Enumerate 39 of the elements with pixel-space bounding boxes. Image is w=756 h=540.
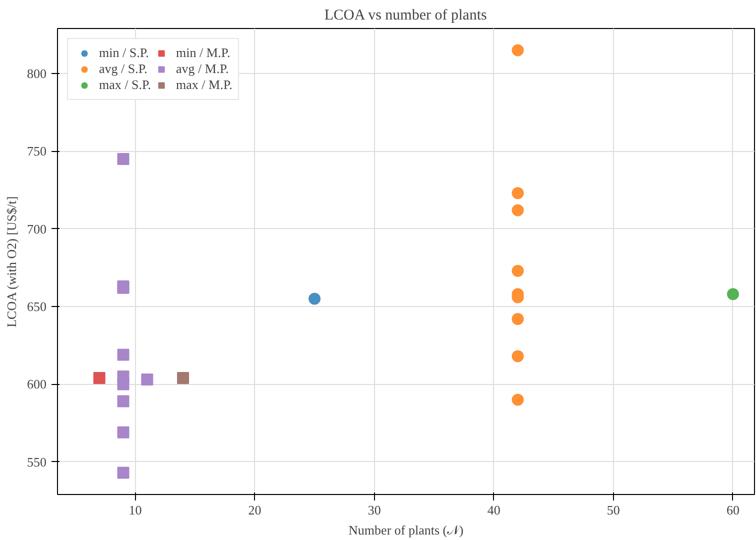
point: [726, 288, 739, 300]
point: [117, 348, 130, 361]
point: [93, 372, 106, 384]
point: [177, 372, 190, 384]
y-tick-label: 600: [27, 376, 46, 392]
point: [512, 44, 524, 56]
point: [117, 152, 130, 165]
point: [117, 378, 130, 390]
point: [512, 187, 524, 200]
x-tick-label: 60: [726, 502, 740, 518]
y-tick-label: 800: [27, 66, 46, 82]
y-tick-label: 750: [27, 144, 46, 159]
legend-label: min / M.P.: [176, 45, 230, 61]
x-tick-label: 50: [606, 502, 620, 518]
chart-title: LCOA vs number of plants: [324, 8, 487, 24]
x-tick-label: 20: [248, 502, 262, 518]
x-tick-label: 40: [487, 502, 500, 518]
y-tick-label: 700: [27, 221, 46, 236]
y-tick-label: 650: [27, 299, 46, 314]
point: [512, 312, 524, 325]
legend-label: max / S.P.: [99, 77, 152, 93]
legend-label: min / S.P.: [99, 45, 149, 61]
legend-label: avg / M.P.: [176, 61, 229, 77]
legend-label: avg / S.P.: [99, 61, 148, 77]
point: [117, 395, 130, 408]
x-tick-label: 30: [368, 502, 381, 518]
point: [141, 374, 154, 386]
point: [512, 264, 524, 277]
point: [512, 350, 524, 362]
legend-label: max / M.P.: [176, 77, 232, 93]
y-axis-title: LCOA (with O2) [US$/t]: [4, 196, 19, 328]
point: [512, 204, 524, 216]
x-axis-title: Number of plants (𝒩): [348, 522, 464, 538]
point: [308, 292, 321, 305]
point: [512, 394, 524, 406]
point: [117, 466, 130, 479]
y-tick-label: 550: [27, 454, 46, 470]
x-tick-label: 10: [128, 502, 142, 518]
point: [117, 426, 130, 438]
